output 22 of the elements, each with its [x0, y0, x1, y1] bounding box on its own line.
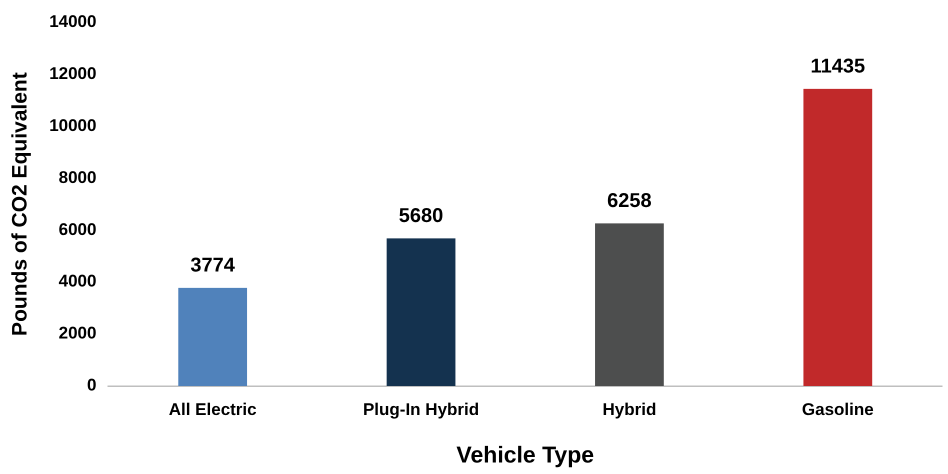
- y-tick-label: 14000: [49, 12, 96, 31]
- y-tick-label: 0: [87, 376, 96, 395]
- x-tick-label: Hybrid: [602, 400, 656, 419]
- y-tick-label: 8000: [58, 168, 96, 187]
- y-tick-label: 2000: [58, 324, 96, 343]
- x-tick-label: All Electric: [168, 400, 257, 419]
- data-label: 6258: [607, 190, 652, 212]
- bar: [178, 288, 248, 386]
- data-label: 3774: [190, 254, 236, 276]
- bar: [803, 88, 872, 386]
- data-label: 5680: [398, 204, 444, 227]
- bar: [595, 223, 664, 386]
- y-tick-label: 4000: [58, 272, 96, 291]
- y-tick-label: 12000: [49, 64, 96, 83]
- data-label: 11435: [810, 55, 866, 78]
- y-tick-label: 10000: [49, 116, 96, 135]
- x-tick-label: Plug-In Hybrid: [362, 400, 480, 419]
- x-axis-title: Vehicle Type: [456, 442, 594, 468]
- bar: [386, 238, 456, 386]
- y-tick-label: 6000: [58, 220, 96, 239]
- y-axis-title: Pounds of CO2 Equivalent: [8, 72, 32, 336]
- x-tick-label: Gasoline: [802, 400, 874, 419]
